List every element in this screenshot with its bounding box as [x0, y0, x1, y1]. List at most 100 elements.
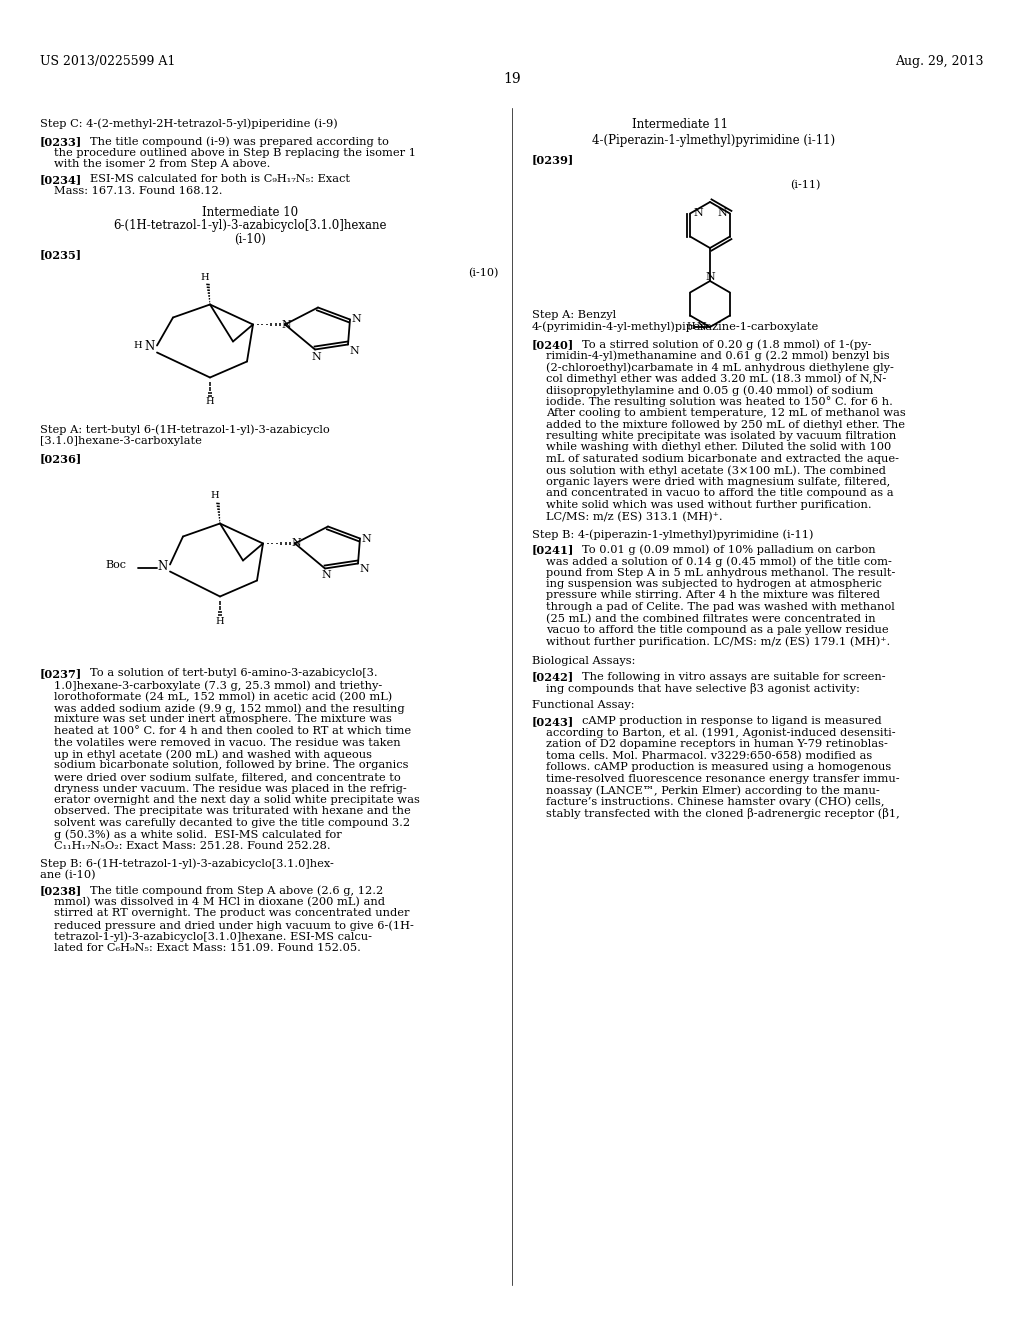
Text: 4-(pyrimidin-4-yl-methyl)piperazine-1-carboxylate: 4-(pyrimidin-4-yl-methyl)piperazine-1-ca… — [532, 322, 819, 333]
Text: Intermediate 11: Intermediate 11 — [632, 117, 728, 131]
Text: stirred at RT overnight. The product was concentrated under: stirred at RT overnight. The product was… — [54, 908, 410, 919]
Text: up in ethyl acetate (200 mL) and washed with aqueous: up in ethyl acetate (200 mL) and washed … — [54, 748, 372, 759]
Text: noassay (LANCE™, Perkin Elmer) according to the manu-: noassay (LANCE™, Perkin Elmer) according… — [546, 785, 880, 796]
Text: stably transfected with the cloned β-adrenergic receptor (β1,: stably transfected with the cloned β-adr… — [546, 808, 900, 818]
Text: (i-10): (i-10) — [234, 232, 266, 246]
Text: facture’s instructions. Chinese hamster ovary (CHO) cells,: facture’s instructions. Chinese hamster … — [546, 796, 885, 807]
Text: [0239]: [0239] — [532, 154, 574, 165]
Text: col dimethyl ether was added 3.20 mL (18.3 mmol) of N,N-: col dimethyl ether was added 3.20 mL (18… — [546, 374, 887, 384]
Text: ESI-MS calculated for both is C₉H₁₇N₅: Exact: ESI-MS calculated for both is C₉H₁₇N₅: E… — [90, 174, 350, 185]
Text: was added a solution of 0.14 g (0.45 mmol) of the title com-: was added a solution of 0.14 g (0.45 mmo… — [546, 556, 892, 566]
Text: To 0.01 g (0.09 mmol) of 10% palladium on carbon: To 0.01 g (0.09 mmol) of 10% palladium o… — [582, 544, 876, 556]
Text: [0233]: [0233] — [40, 136, 82, 147]
Text: [0235]: [0235] — [40, 249, 82, 260]
Text: ing suspension was subjected to hydrogen at atmospheric: ing suspension was subjected to hydrogen… — [546, 579, 882, 589]
Text: [3.1.0]hexane-3-carboxylate: [3.1.0]hexane-3-carboxylate — [40, 436, 202, 446]
Text: Step C: 4-(2-methyl-2H-tetrazol-5-yl)piperidine (i-9): Step C: 4-(2-methyl-2H-tetrazol-5-yl)pip… — [40, 117, 338, 128]
Text: without further purification. LC/MS: m/z (ES) 179.1 (MH)⁺.: without further purification. LC/MS: m/z… — [546, 636, 890, 647]
Text: Biological Assays:: Biological Assays: — [532, 656, 635, 667]
Text: time-resolved fluorescence resonance energy transfer immu-: time-resolved fluorescence resonance ene… — [546, 774, 900, 784]
Text: Functional Assay:: Functional Assay: — [532, 701, 635, 710]
Text: N: N — [351, 314, 360, 325]
Text: rimidin-4-yl)methanamine and 0.61 g (2.2 mmol) benzyl bis: rimidin-4-yl)methanamine and 0.61 g (2.2… — [546, 351, 890, 362]
Text: N: N — [281, 319, 291, 330]
Text: lated for C₆H₉N₅: Exact Mass: 151.09. Found 152.05.: lated for C₆H₉N₅: Exact Mass: 151.09. Fo… — [54, 942, 360, 953]
Text: erator overnight and the next day a solid white precipitate was: erator overnight and the next day a soli… — [54, 795, 420, 805]
Text: [0240]: [0240] — [532, 339, 574, 350]
Text: H: H — [133, 341, 141, 350]
Text: cAMP production in response to ligand is measured: cAMP production in response to ligand is… — [582, 715, 882, 726]
Text: white solid which was used without further purification.: white solid which was used without furth… — [546, 500, 871, 510]
Text: After cooling to ambient temperature, 12 mL of methanol was: After cooling to ambient temperature, 12… — [546, 408, 906, 418]
Text: toma cells. Mol. Pharmacol. v3229:650-658) modified as: toma cells. Mol. Pharmacol. v3229:650-65… — [546, 751, 872, 760]
Text: the volatiles were removed in vacuo. The residue was taken: the volatiles were removed in vacuo. The… — [54, 738, 400, 747]
Text: H: H — [211, 491, 219, 500]
Text: with the isomer 2 from Step A above.: with the isomer 2 from Step A above. — [54, 158, 270, 169]
Text: 6-(1H-tetrazol-1-yl)-3-azabicyclo[3.1.0]hexane: 6-(1H-tetrazol-1-yl)-3-azabicyclo[3.1.0]… — [114, 219, 387, 232]
Text: Step B: 6-(1H-tetrazol-1-yl)-3-azabicyclo[3.1.0]hex-: Step B: 6-(1H-tetrazol-1-yl)-3-azabicycl… — [40, 858, 334, 869]
Text: while washing with diethyl ether. Diluted the solid with 100: while washing with diethyl ether. Dilute… — [546, 442, 891, 453]
Text: C₁₁H₁₇N₅O₂: Exact Mass: 251.28. Found 252.28.: C₁₁H₁₇N₅O₂: Exact Mass: 251.28. Found 25… — [54, 841, 331, 851]
Text: To a stirred solution of 0.20 g (1.8 mmol) of 1-(py-: To a stirred solution of 0.20 g (1.8 mmo… — [582, 339, 871, 350]
Text: heated at 100° C. for 4 h and then cooled to RT at which time: heated at 100° C. for 4 h and then coole… — [54, 726, 411, 737]
Text: [0241]: [0241] — [532, 544, 574, 556]
Text: Step A: tert-butyl 6-(1H-tetrazol-1-yl)-3-azabicyclo: Step A: tert-butyl 6-(1H-tetrazol-1-yl)-… — [40, 425, 330, 436]
Text: N: N — [696, 322, 706, 333]
Text: according to Barton, et al. (1991, Agonist-induced desensiti-: according to Barton, et al. (1991, Agoni… — [546, 727, 896, 738]
Text: [0243]: [0243] — [532, 715, 574, 727]
Text: Boc: Boc — [105, 561, 126, 570]
Text: observed. The precipitate was triturated with hexane and the: observed. The precipitate was triturated… — [54, 807, 411, 817]
Text: zation of D2 dopamine receptors in human Y-79 retinoblas-: zation of D2 dopamine receptors in human… — [546, 739, 888, 748]
Text: Aug. 29, 2013: Aug. 29, 2013 — [896, 55, 984, 69]
Text: US 2013/0225599 A1: US 2013/0225599 A1 — [40, 55, 175, 69]
Text: H: H — [686, 322, 694, 331]
Text: the procedure outlined above in Step B replacing the isomer 1: the procedure outlined above in Step B r… — [54, 148, 416, 157]
Text: added to the mixture followed by 250 mL of diethyl ether. The: added to the mixture followed by 250 mL … — [546, 420, 905, 429]
Text: [0234]: [0234] — [40, 174, 82, 186]
Text: 4-(Piperazin-1-ylmethyl)pyrimidine (i-11): 4-(Piperazin-1-ylmethyl)pyrimidine (i-11… — [592, 135, 836, 147]
Text: was added sodium azide (9.9 g, 152 mmol) and the resulting: was added sodium azide (9.9 g, 152 mmol)… — [54, 704, 404, 714]
Text: [0238]: [0238] — [40, 886, 82, 896]
Text: solvent was carefully decanted to give the title compound 3.2: solvent was carefully decanted to give t… — [54, 818, 411, 828]
Text: [0237]: [0237] — [40, 668, 82, 680]
Text: The title compound (i-9) was prepared according to: The title compound (i-9) was prepared ac… — [90, 136, 389, 147]
Text: mL of saturated sodium bicarbonate and extracted the aque-: mL of saturated sodium bicarbonate and e… — [546, 454, 899, 465]
Text: H: H — [206, 397, 214, 407]
Text: (i-11): (i-11) — [790, 180, 820, 190]
Text: 1.0]hexane-3-carboxylate (7.3 g, 25.3 mmol) and triethy-: 1.0]hexane-3-carboxylate (7.3 g, 25.3 mm… — [54, 680, 382, 690]
Text: pound from Step A in 5 mL anhydrous methanol. The result-: pound from Step A in 5 mL anhydrous meth… — [546, 568, 895, 578]
Text: N: N — [361, 533, 371, 544]
Text: H: H — [201, 272, 209, 281]
Text: The following in vitro assays are suitable for screen-: The following in vitro assays are suitab… — [582, 672, 886, 681]
Text: N: N — [321, 570, 331, 581]
Text: Step B: 4-(piperazin-1-ylmethyl)pyrimidine (i-11): Step B: 4-(piperazin-1-ylmethyl)pyrimidi… — [532, 529, 813, 540]
Text: N: N — [693, 207, 702, 218]
Text: (25 mL) and the combined filtrates were concentrated in: (25 mL) and the combined filtrates were … — [546, 614, 876, 624]
Text: [0236]: [0236] — [40, 454, 82, 465]
Text: H: H — [216, 616, 224, 626]
Text: sodium bicarbonate solution, followed by brine. The organics: sodium bicarbonate solution, followed by… — [54, 760, 409, 771]
Text: iodide. The resulting solution was heated to 150° C. for 6 h.: iodide. The resulting solution was heate… — [546, 396, 893, 408]
Text: reduced pressure and dried under high vacuum to give 6-(1H-: reduced pressure and dried under high va… — [54, 920, 414, 931]
Text: 19: 19 — [503, 73, 521, 86]
Text: organic layers were dried with magnesium sulfate, filtered,: organic layers were dried with magnesium… — [546, 477, 890, 487]
Text: N: N — [157, 560, 167, 573]
Text: Mass: 167.13. Found 168.12.: Mass: 167.13. Found 168.12. — [54, 186, 222, 195]
Text: N: N — [706, 272, 715, 282]
Text: through a pad of Celite. The pad was washed with methanol: through a pad of Celite. The pad was was… — [546, 602, 895, 612]
Text: The title compound from Step A above (2.6 g, 12.2: The title compound from Step A above (2.… — [90, 886, 383, 896]
Text: mmol) was dissolved in 4 M HCl in dioxane (200 mL) and: mmol) was dissolved in 4 M HCl in dioxan… — [54, 898, 385, 907]
Text: (2-chloroethyl)carbamate in 4 mL anhydrous diethylene gly-: (2-chloroethyl)carbamate in 4 mL anhydro… — [546, 362, 894, 372]
Text: N: N — [359, 565, 369, 574]
Text: N: N — [349, 346, 358, 355]
Text: LC/MS: m/z (ES) 313.1 (MH)⁺.: LC/MS: m/z (ES) 313.1 (MH)⁺. — [546, 511, 723, 521]
Text: ous solution with ethyl acetate (3×100 mL). The combined: ous solution with ethyl acetate (3×100 m… — [546, 466, 886, 477]
Text: pressure while stirring. After 4 h the mixture was filtered: pressure while stirring. After 4 h the m… — [546, 590, 880, 601]
Text: mixture was set under inert atmosphere. The mixture was: mixture was set under inert atmosphere. … — [54, 714, 392, 725]
Text: To a solution of tert-butyl 6-amino-3-azabicyclo[3.: To a solution of tert-butyl 6-amino-3-az… — [90, 668, 378, 678]
Text: lorothoformate (24 mL, 152 mmol) in acetic acid (200 mL): lorothoformate (24 mL, 152 mmol) in acet… — [54, 692, 392, 702]
Text: ing compounds that have selective β3 agonist activity:: ing compounds that have selective β3 ago… — [546, 682, 860, 694]
Text: follows. cAMP production is measured using a homogenous: follows. cAMP production is measured usi… — [546, 762, 891, 772]
Text: resulting white precipitate was isolated by vacuum filtration: resulting white precipitate was isolated… — [546, 432, 896, 441]
Text: g (50.3%) as a white solid.  ESI-MS calculated for: g (50.3%) as a white solid. ESI-MS calcu… — [54, 829, 342, 840]
